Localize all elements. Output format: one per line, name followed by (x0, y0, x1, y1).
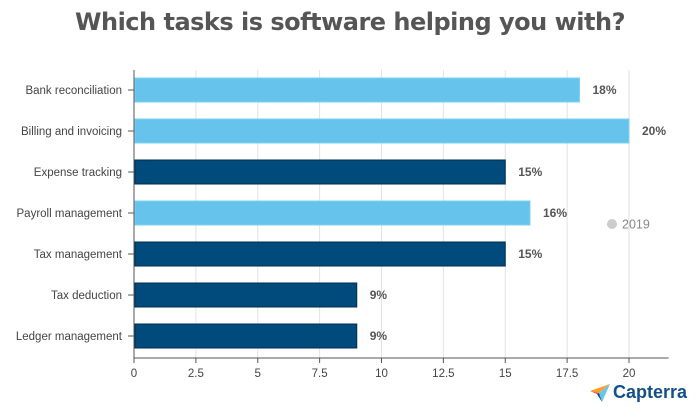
legend-label: 2019 (622, 218, 650, 232)
data-label: 16% (543, 206, 567, 220)
data-label: 15% (518, 165, 542, 179)
category-label: Expense tracking (34, 167, 122, 179)
bar (134, 241, 506, 267)
x-tick-label: 0 (131, 368, 137, 380)
category-label: Tax deduction (51, 290, 122, 302)
category-label: Ledger management (16, 331, 123, 343)
capterra-logo-icon (590, 383, 610, 402)
x-tick-label: 5 (255, 368, 261, 380)
bar (134, 159, 506, 185)
chart-title: Which tasks is software helping you with… (75, 8, 625, 36)
capterra-logo: Capterra (590, 382, 687, 403)
x-tick-label: 2.5 (188, 368, 204, 380)
category-label: Tax management (34, 249, 123, 261)
legend-marker (607, 219, 617, 229)
x-tick-label: 10 (375, 368, 388, 380)
category-label: Bank reconciliation (25, 85, 122, 97)
data-label: 9% (370, 329, 388, 343)
x-tick-label: 12.5 (432, 368, 454, 380)
capterra-logo-text: Capterra (613, 382, 688, 402)
data-label: 9% (370, 288, 388, 302)
data-label: 20% (642, 124, 666, 138)
bar (134, 200, 531, 226)
x-tick-label: 15 (499, 368, 512, 380)
x-tick-label: 7.5 (312, 368, 328, 380)
bar (134, 118, 630, 144)
bar (134, 282, 358, 308)
bar (134, 323, 358, 349)
x-tick-label: 17.5 (556, 368, 578, 380)
category-label: Billing and invoicing (21, 126, 122, 138)
x-tick-label: 20 (623, 368, 636, 380)
data-label: 15% (518, 247, 542, 261)
data-label: 18% (593, 83, 617, 97)
bar (134, 77, 580, 103)
category-label: Payroll management (17, 208, 123, 220)
